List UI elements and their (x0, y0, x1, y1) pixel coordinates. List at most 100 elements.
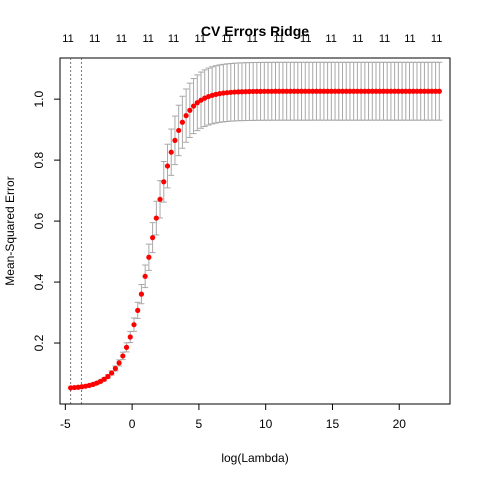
mse-point (399, 88, 405, 94)
mse-point (418, 88, 424, 94)
y-tick-label: 0.8 (32, 151, 46, 168)
mse-point (358, 88, 364, 94)
mse-point (161, 179, 167, 185)
mse-point (321, 88, 327, 94)
mse-point (176, 127, 182, 134)
mse-point (410, 88, 416, 94)
top-count-label: 11 (62, 33, 73, 45)
mse-point (339, 88, 346, 94)
mse-point (403, 88, 409, 94)
mse-point (109, 370, 115, 376)
mse-point (373, 88, 379, 94)
top-count-label: 11 (325, 33, 336, 45)
mse-points (68, 88, 442, 391)
top-count-label: 11 (168, 33, 179, 45)
mse-point (332, 88, 338, 94)
mse-point (388, 88, 394, 94)
mse-point (142, 273, 148, 279)
x-tick-label: -5 (60, 417, 71, 431)
top-count-label: 11 (89, 33, 100, 45)
mse-point (272, 88, 279, 94)
mse-point (429, 88, 435, 94)
mse-point (343, 88, 349, 94)
x-tick-label: 0 (129, 417, 136, 431)
chart-title: CV Errors Ridge (201, 23, 309, 39)
x-axis: -5 0 5 10 15 20 (60, 403, 407, 431)
mse-point (284, 88, 290, 94)
mse-point (123, 344, 130, 350)
y-axis-label: Mean-Squared Error (3, 176, 17, 285)
mse-point (112, 365, 118, 372)
y-tick-label: 1.0 (32, 90, 46, 107)
mse-point (425, 88, 431, 94)
y-tick-label: 0.2 (32, 334, 46, 351)
mse-point (164, 163, 171, 169)
mse-point (246, 88, 253, 95)
y-tick-label: 0.4 (32, 273, 46, 290)
mse-point (235, 89, 241, 95)
mse-point (306, 88, 312, 94)
mse-point (101, 376, 107, 382)
top-count-label: 11 (247, 33, 258, 45)
top-count-label: 11 (116, 33, 127, 45)
mse-point (194, 100, 200, 106)
mse-point (153, 215, 159, 221)
plot-frame (59, 57, 451, 405)
x-tick-label: 20 (393, 417, 407, 431)
mse-point (187, 107, 193, 113)
mse-point (150, 235, 156, 241)
mse-point (190, 103, 197, 109)
y-tick-label: 0.6 (32, 212, 46, 229)
mse-point (291, 88, 297, 94)
mse-point (228, 89, 234, 95)
mse-point (224, 90, 230, 96)
mse-point (347, 88, 353, 94)
top-count-label: 11 (431, 33, 442, 45)
mse-point (120, 353, 126, 359)
mse-point (369, 88, 375, 94)
mse-point (116, 360, 122, 366)
mse-point (261, 88, 267, 94)
mse-point (276, 88, 282, 94)
mse-point (313, 88, 320, 94)
mse-point (414, 88, 420, 94)
mse-point (71, 384, 78, 391)
mse-point (265, 88, 271, 94)
x-tick-label: 5 (196, 417, 203, 431)
top-axis-labels: 11 11 11 11 11 11 11 11 11 11 11 11 11 11 11 (62, 33, 442, 45)
mse-point (179, 119, 185, 125)
mse-point (317, 88, 323, 94)
x-tick-label: 15 (326, 417, 340, 431)
mse-point (295, 88, 301, 94)
mse-point (362, 88, 368, 94)
mse-point (280, 88, 286, 94)
error-bars (67, 61, 443, 390)
lambda-reference-lines (70, 58, 82, 404)
mse-point (68, 385, 74, 391)
mse-point (421, 88, 428, 94)
mse-point (157, 196, 163, 202)
mse-point (146, 254, 152, 260)
mse-point (354, 88, 360, 94)
top-count-label: 11 (273, 33, 284, 45)
mse-point (377, 88, 383, 94)
mse-point (432, 88, 439, 94)
mse-point (257, 88, 264, 94)
top-count-label: 11 (379, 33, 390, 45)
mse-point (105, 373, 111, 380)
x-tick-label: 10 (259, 417, 273, 431)
mse-point (325, 88, 331, 94)
mse-point (127, 334, 133, 340)
mse-point (135, 307, 141, 313)
mse-point (287, 88, 293, 94)
mse-point (183, 113, 189, 119)
mse-point (406, 88, 413, 94)
mse-point (138, 291, 145, 297)
mse-point (302, 88, 308, 94)
top-count-label: 11 (300, 33, 311, 45)
x-axis-label: log(Lambda) (221, 451, 288, 465)
mse-point (436, 88, 442, 94)
mse-point (254, 88, 260, 95)
mse-point (250, 88, 256, 95)
